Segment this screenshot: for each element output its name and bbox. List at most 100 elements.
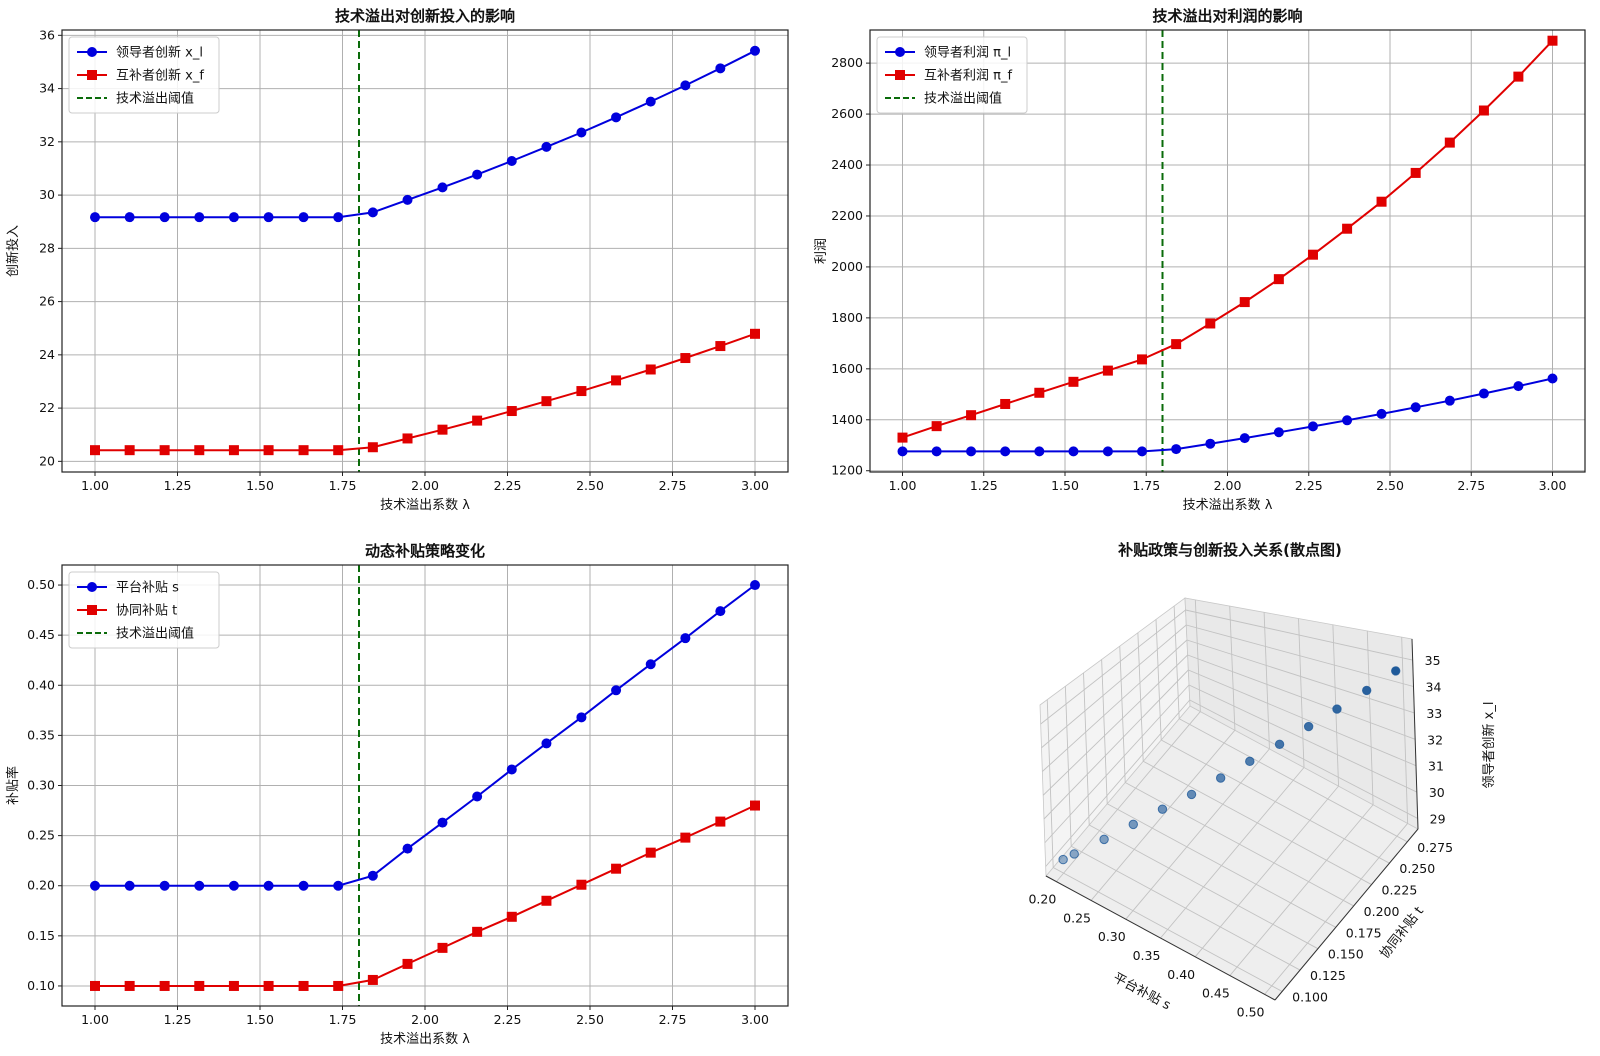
- data-point: [90, 880, 100, 891]
- wall-gridline: [1046, 699, 1054, 868]
- floor-gridline: [1088, 824, 1319, 950]
- data-point: [897, 432, 908, 443]
- data-point: [367, 442, 378, 453]
- z-tick-label: 31: [1428, 759, 1444, 774]
- t-tick-label: 0.225: [1382, 883, 1418, 898]
- wall-gridline: [1401, 637, 1409, 824]
- t-tick-label: 0.150: [1328, 947, 1364, 962]
- data-point: [897, 446, 908, 457]
- x-tick-label: 2.00: [1214, 478, 1242, 493]
- data-point: [90, 445, 100, 456]
- chart-title: 技术溢出对创新投入的影响: [335, 7, 515, 25]
- data-point: [680, 80, 691, 91]
- series-line-1: [95, 584, 756, 887]
- y-tick-label: 0.35: [27, 727, 55, 742]
- data-point: [333, 980, 344, 991]
- y-tick-label: 1600: [831, 361, 863, 376]
- data-point: [1342, 223, 1353, 234]
- data-point: [367, 870, 378, 881]
- y-tick-label: 2000: [831, 259, 863, 274]
- t-tick-label: 0.125: [1310, 968, 1346, 983]
- wall-gridline: [1041, 624, 1187, 749]
- data-point: [576, 386, 587, 397]
- data-point: [750, 328, 760, 339]
- z-tick-label: 33: [1426, 706, 1442, 721]
- x-tick-label: 2.50: [576, 478, 604, 493]
- wall-gridline: [1101, 659, 1108, 804]
- s-tick-label: 0.45: [1202, 986, 1230, 1001]
- data-point: [159, 445, 170, 456]
- data-point: [437, 817, 448, 828]
- data-point: [333, 880, 344, 891]
- wall-gridline: [1189, 699, 1418, 819]
- wall-gridline: [1040, 609, 1186, 725]
- data-point: [1376, 196, 1387, 207]
- series-line-2: [95, 332, 756, 452]
- data-point: [541, 738, 552, 749]
- data-point: [124, 980, 135, 991]
- data-point: [298, 980, 309, 991]
- data-point: [1102, 446, 1113, 457]
- y-tick-label: 1800: [831, 310, 863, 325]
- data-point: [367, 207, 378, 218]
- floor-gridline: [1160, 767, 1305, 939]
- legend-marker: [87, 47, 97, 57]
- data-point: [645, 96, 656, 107]
- y-tick-label: 0.40: [27, 677, 55, 692]
- data-point: [1273, 274, 1284, 285]
- wall-gridline: [1298, 618, 1305, 768]
- y-tick-label: 30: [39, 187, 55, 202]
- legend-entry-2: 互补者创新 x_f: [116, 68, 204, 84]
- legend-entry-1: 领导者利润 π_l: [924, 46, 1011, 61]
- scatter-point: [1128, 819, 1138, 830]
- data-point: [966, 446, 977, 457]
- legend-box: [876, 36, 1028, 114]
- x-tick-label: 2.25: [494, 478, 522, 493]
- t-tick-label: 0.250: [1399, 861, 1435, 876]
- s-tick-label: 0.25: [1063, 910, 1091, 925]
- data-point: [1068, 376, 1079, 387]
- legend-entry-1: 领导者创新 x_l: [116, 45, 203, 61]
- t-tick-label: 0.200: [1364, 904, 1400, 919]
- z-axis: [1411, 638, 1419, 830]
- data-point: [1068, 446, 1079, 457]
- data-point: [1478, 388, 1489, 399]
- x-tick-label: 1.25: [164, 478, 192, 493]
- x-tick-label: 1.25: [164, 1012, 192, 1027]
- chart-1: 1.00 1.25 1.50 1.75 2.00 2.25 2.50 2.75 3.00 20 22…: [5, 7, 789, 513]
- data-point: [159, 980, 170, 991]
- floor-gridline: [1229, 804, 1374, 976]
- data-point: [1239, 297, 1250, 308]
- legend: 平台补贴 s 协同补贴 t 技术溢出阈值: [68, 571, 220, 649]
- data-point: [506, 156, 517, 167]
- s-axis: [1045, 875, 1276, 1001]
- data-point: [1307, 421, 1318, 432]
- data-point: [298, 880, 309, 891]
- x-tick-label: 2.50: [1376, 478, 1404, 493]
- data-point: [124, 445, 135, 456]
- wall-gridline: [1042, 639, 1188, 772]
- y-tick-label: 0.15: [27, 928, 55, 943]
- data-point: [402, 194, 413, 205]
- data-point: [715, 606, 726, 617]
- x-tick-label: 2.50: [576, 1012, 604, 1027]
- wall-gridline: [1186, 624, 1414, 687]
- y-tick-label: 26: [39, 294, 55, 309]
- data-point: [228, 980, 239, 991]
- series-line-1: [902, 377, 1553, 453]
- x-tick-label: 2.00: [411, 478, 439, 493]
- wall-gridline: [1155, 619, 1162, 741]
- y-tick-label: 0.20: [27, 878, 55, 893]
- data-point: [1513, 381, 1524, 392]
- legend-marker: [87, 70, 97, 80]
- data-point: [680, 832, 691, 843]
- y-tick-label: 32: [39, 134, 55, 149]
- x-tick-label: 1.50: [246, 1012, 274, 1027]
- z-tick-label: 34: [1426, 680, 1442, 695]
- x-tick-label: 1.00: [81, 1012, 109, 1027]
- x-tick-label: 1.75: [1132, 478, 1160, 493]
- legend-marker: [895, 70, 905, 80]
- data-point: [472, 926, 483, 937]
- data-point: [367, 974, 378, 985]
